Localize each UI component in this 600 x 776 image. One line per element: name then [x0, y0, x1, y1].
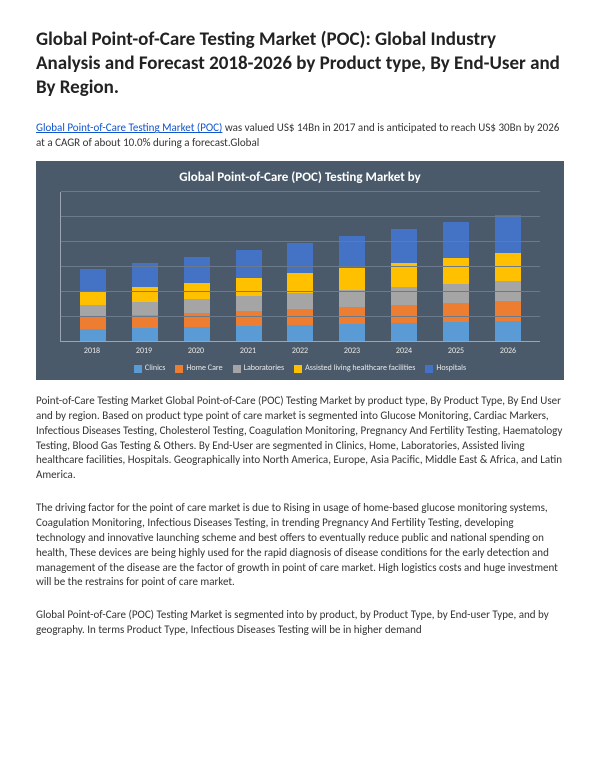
chart-bar-segment — [443, 303, 469, 322]
paragraph-1: Point-of-Care Testing Market Global Poin… — [36, 394, 564, 483]
chart-bar — [184, 257, 210, 341]
chart-x-label: 2023 — [339, 346, 365, 357]
chart-x-label: 2019 — [131, 346, 157, 357]
chart-plot-area — [60, 192, 540, 342]
chart-bar-segment — [443, 322, 469, 341]
chart-bar-segment — [287, 293, 313, 309]
chart-bar-segment — [339, 324, 365, 341]
chart-bar-segment — [287, 309, 313, 325]
legend-item: Hospitals — [425, 363, 466, 374]
legend-label: Hospitals — [436, 363, 466, 374]
chart-x-labels: 2018 2019 2020 2021 2022 2023 2024 2025 2026 — [60, 346, 540, 357]
chart-bar-segment — [236, 311, 262, 326]
chart-bar — [236, 250, 262, 341]
legend-label: Laboratories — [244, 363, 285, 374]
chart-bar-segment — [236, 250, 262, 278]
chart-gridline — [61, 291, 540, 292]
chart-gridline — [61, 316, 540, 317]
chart-gridline — [61, 216, 540, 217]
paragraph-3: Global Point-of-Care (POC) Testing Marke… — [36, 608, 564, 638]
chart-bar-segment — [184, 257, 210, 283]
legend-swatch — [425, 365, 433, 373]
chart-bar-segment — [80, 317, 106, 329]
legend-item: Assisted living healthcare facilities — [294, 363, 415, 374]
chart-bar-segment — [132, 302, 158, 315]
chart-bar-segment — [495, 301, 521, 321]
chart-x-label: 2020 — [183, 346, 209, 357]
chart-x-label: 2026 — [495, 346, 521, 357]
market-link[interactable]: Global Point-of-Care Testing Market (POC… — [36, 121, 222, 134]
chart-bar-segment — [80, 291, 106, 305]
chart-legend: Clinics Home Care Laboratories Assisted liv… — [36, 363, 564, 374]
chart-bar-segment — [236, 296, 262, 311]
chart-gridline — [61, 266, 540, 267]
legend-swatch — [134, 365, 142, 373]
chart-bar-segment — [495, 321, 521, 341]
chart-bar-segment — [132, 315, 158, 328]
legend-swatch — [233, 365, 241, 373]
chart-x-label: 2018 — [79, 346, 105, 357]
chart-bar-segment — [184, 327, 210, 341]
chart-bar-segment — [287, 243, 313, 273]
chart-bar — [495, 215, 521, 341]
chart-bar-segment — [443, 284, 469, 303]
chart-bar-segment — [80, 269, 106, 291]
legend-item: Laboratories — [233, 363, 285, 374]
chart-bar — [391, 229, 417, 341]
chart-bar-segment — [495, 215, 521, 253]
chart-bar-segment — [443, 258, 469, 284]
legend-item: Clinics — [134, 363, 166, 374]
chart-bar-segment — [391, 263, 417, 287]
chart-bar-segment — [184, 299, 210, 313]
chart-bar-segment — [80, 329, 106, 341]
chart-bar-segment — [236, 326, 262, 341]
chart-x-label: 2024 — [391, 346, 417, 357]
chart-bar — [287, 243, 313, 341]
chart-bar — [132, 263, 158, 341]
chart-bar-segment — [339, 290, 365, 307]
chart-x-label: 2021 — [235, 346, 261, 357]
legend-item: Home Care — [175, 363, 222, 374]
chart-gridline — [61, 241, 540, 242]
chart-bar-segment — [391, 323, 417, 341]
chart-bar-segment — [132, 328, 158, 341]
chart-bar-segment — [495, 253, 521, 281]
legend-label: Clinics — [145, 363, 166, 374]
page-title: Global Point-of-Care Testing Market (POC… — [36, 28, 564, 99]
chart-bar-segment — [391, 305, 417, 323]
chart-title: Global Point-of-Care (POC) Testing Marke… — [36, 169, 564, 187]
chart-x-label: 2025 — [443, 346, 469, 357]
paragraph-2: The driving factor for the point of care… — [36, 501, 564, 590]
intro-paragraph: Global Point-of-Care Testing Market (POC… — [36, 121, 564, 151]
chart-bar — [80, 269, 106, 341]
chart-bar — [339, 236, 365, 341]
chart-bar-segment — [132, 287, 158, 302]
chart-x-label: 2022 — [287, 346, 313, 357]
legend-label: Home Care — [186, 363, 222, 374]
chart-bar-segment — [236, 278, 262, 296]
chart-gridline — [61, 191, 540, 192]
chart-bar-segment — [391, 229, 417, 263]
legend-label: Assisted living healthcare facilities — [305, 363, 415, 374]
chart-bar-segment — [287, 325, 313, 341]
chart-bar-segment — [132, 263, 158, 287]
legend-swatch — [175, 365, 183, 373]
chart-container: Global Point-of-Care (POC) Testing Marke… — [36, 161, 564, 380]
chart-bar-segment — [339, 268, 365, 290]
legend-swatch — [294, 365, 302, 373]
